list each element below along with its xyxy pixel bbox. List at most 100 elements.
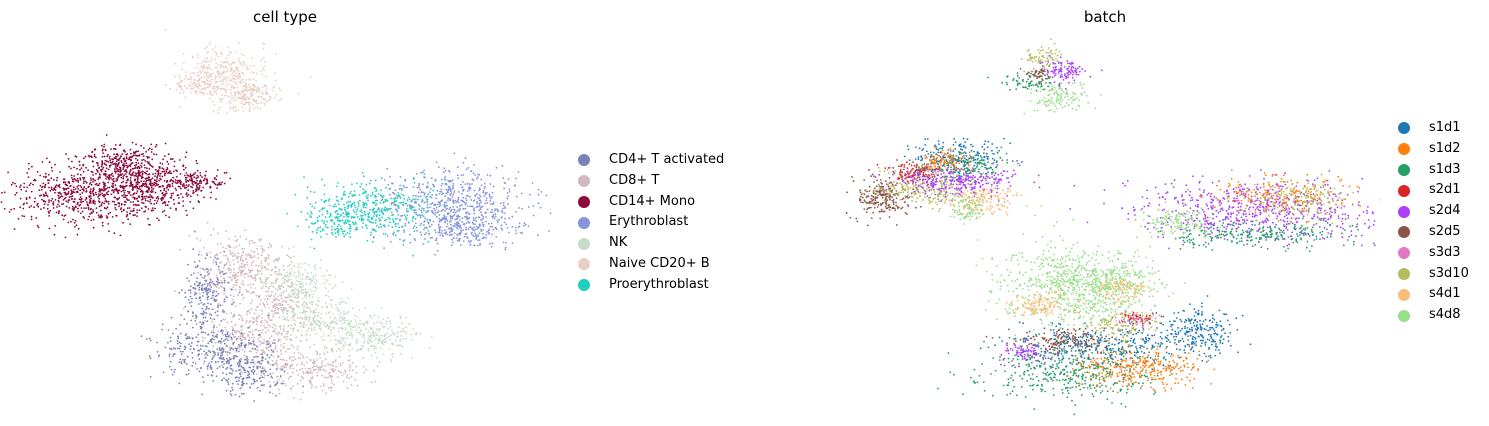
scatter-point	[298, 306, 300, 309]
scatter-point	[90, 188, 92, 191]
scatter-point	[300, 291, 303, 294]
scatter-point	[304, 318, 307, 321]
scatter-point	[362, 365, 365, 368]
scatter-point	[177, 335, 180, 338]
scatter-point	[300, 375, 303, 378]
scatter-point	[301, 297, 304, 300]
scatter-point	[241, 317, 244, 319]
scatter-point	[202, 186, 205, 189]
scatter-point	[283, 281, 286, 284]
scatter-point	[227, 257, 229, 259]
scatter-point	[225, 84, 227, 87]
scatter-point	[197, 56, 200, 59]
scatter-point	[335, 195, 338, 198]
scatter-point	[204, 331, 207, 334]
scatter-point	[216, 184, 219, 187]
scatter-point	[202, 291, 205, 294]
scatter-point	[203, 76, 206, 79]
scatter-point	[229, 287, 232, 290]
scatter-point	[209, 187, 212, 189]
scatter-point	[290, 364, 293, 367]
scatter-point	[135, 161, 138, 164]
scatter-point	[105, 200, 108, 202]
scatter-point	[101, 148, 104, 151]
scatter-point	[385, 341, 387, 344]
scatter-point	[178, 347, 181, 350]
scatter-point	[361, 172, 364, 174]
scatter-point	[179, 92, 182, 95]
scatter-point	[71, 190, 74, 193]
scatter-point	[212, 290, 215, 293]
scatter-point	[198, 184, 201, 187]
scatter-point	[267, 257, 270, 260]
scatter-point	[243, 87, 246, 89]
scatter-point	[346, 319, 349, 322]
scatter-point	[211, 281, 214, 283]
scatter-point	[338, 341, 341, 343]
scatter-point	[323, 376, 326, 379]
scatter-point	[204, 316, 207, 319]
scatter-point	[191, 356, 194, 359]
scatter-point	[351, 325, 354, 328]
scatter-point	[278, 257, 281, 259]
scatter-point	[328, 204, 331, 207]
scatter-point	[395, 225, 397, 228]
scatter-point	[403, 197, 406, 200]
scatter-point	[33, 178, 36, 181]
scatter-point	[299, 321, 302, 324]
scatter-point	[83, 217, 86, 219]
scatter-point	[116, 176, 119, 179]
scatter-point	[205, 305, 208, 308]
scatter-point	[267, 329, 270, 332]
scatter-point	[107, 177, 110, 180]
scatter-point	[237, 335, 240, 338]
scatter-point	[250, 361, 252, 364]
scatter-point	[373, 187, 376, 190]
scatter-point	[193, 173, 195, 176]
scatter-point	[134, 157, 137, 160]
scatter-point	[153, 203, 156, 205]
scatter-point	[270, 354, 273, 356]
scatter-point	[301, 376, 304, 379]
scatter-point	[130, 156, 133, 159]
scatter-point	[90, 219, 93, 222]
scatter-point	[302, 284, 305, 287]
scatter-point	[25, 190, 28, 193]
scatter-point	[212, 110, 215, 113]
scatter-point	[359, 333, 362, 336]
scatter-point	[366, 320, 369, 323]
scatter-point	[312, 365, 315, 368]
scatter-point	[292, 274, 295, 277]
scatter-point	[315, 319, 318, 322]
scatter-point	[131, 172, 134, 174]
scatter-point	[197, 200, 200, 203]
scatter-point	[156, 351, 159, 353]
scatter-point	[303, 323, 305, 326]
scatter-point	[268, 349, 270, 352]
scatter-point	[200, 91, 203, 94]
scatter-point	[139, 171, 142, 174]
scatter-point	[293, 356, 295, 358]
scatter-point	[193, 181, 196, 183]
scatter-point	[266, 303, 269, 306]
scatter-point	[315, 332, 318, 335]
scatter-point	[76, 203, 79, 206]
scatter-point	[48, 199, 50, 202]
scatter-point	[329, 321, 331, 324]
scatter-point	[150, 202, 153, 205]
scatter-point	[148, 147, 151, 150]
scatter-point	[222, 267, 225, 269]
scatter-point	[370, 334, 372, 337]
panel-title: cell type	[252, 8, 318, 26]
scatter-point	[243, 296, 246, 299]
scatter-point	[293, 323, 296, 325]
scatter-point	[382, 232, 385, 235]
scatter-point	[343, 235, 346, 238]
scatter-point	[150, 151, 153, 153]
scatter-point	[239, 62, 242, 64]
scatter-point	[337, 200, 339, 203]
scatter-point	[44, 186, 46, 189]
scatter-point	[234, 376, 237, 379]
scatter-point	[248, 312, 251, 314]
scatter-point	[306, 324, 308, 326]
